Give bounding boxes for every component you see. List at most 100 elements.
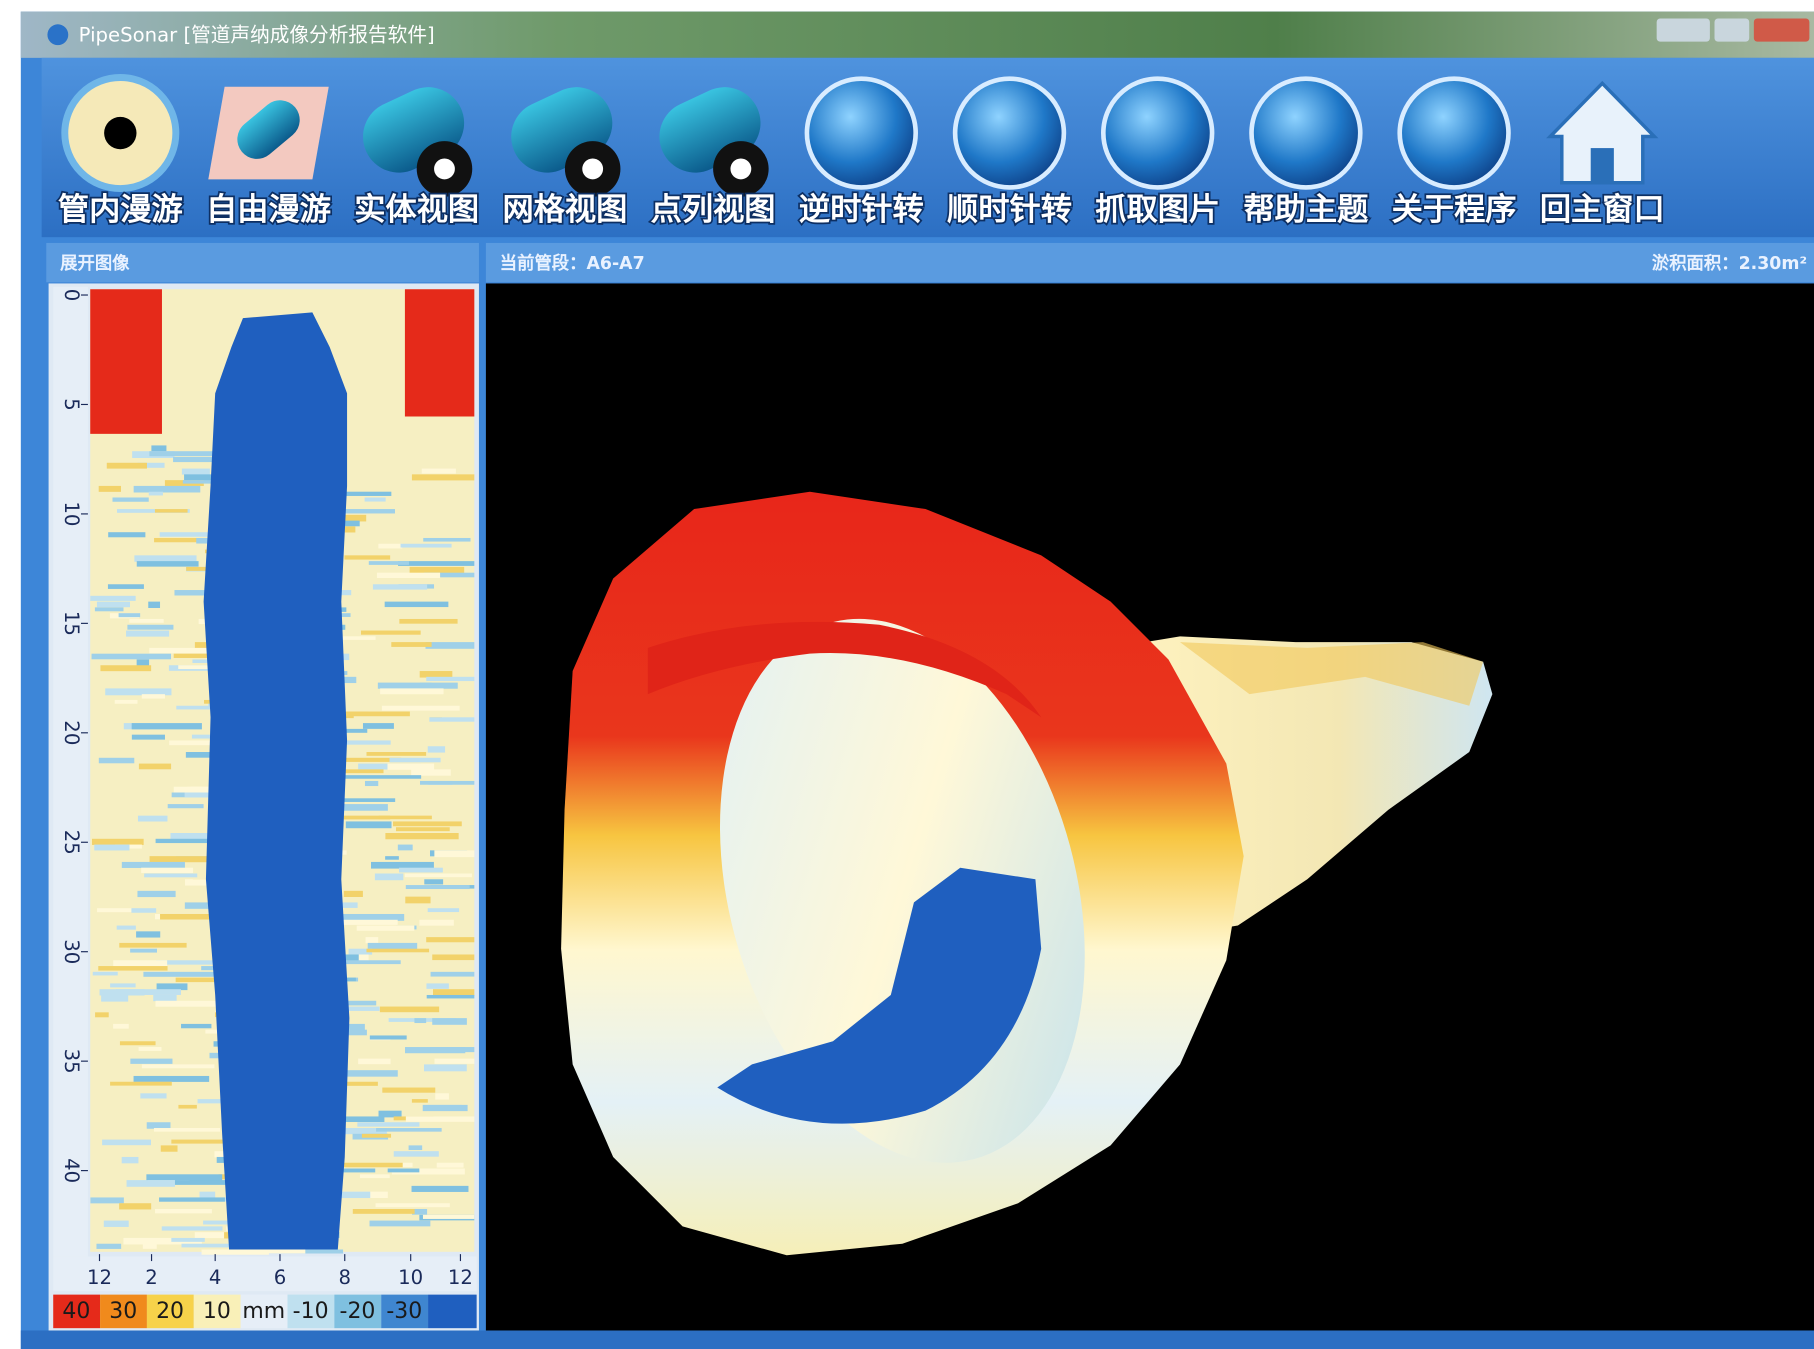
heat-stripe: [325, 757, 402, 762]
heat-stripe: [371, 861, 434, 869]
heat-stripe: [110, 1081, 172, 1086]
heat-stripe: [364, 497, 386, 502]
heat-stripe: [375, 1203, 450, 1208]
heat-stripe: [131, 908, 157, 913]
heat-stripe: [387, 1168, 420, 1173]
heat-stripe: [423, 1064, 467, 1072]
heat-stripe: [423, 537, 471, 542]
toolbar-button[interactable]: 回主窗口: [1538, 80, 1666, 230]
x-ruler-label: 6: [274, 1266, 287, 1289]
toolbar-button[interactable]: 自由漫游: [204, 86, 333, 230]
heat-stripe: [341, 636, 376, 640]
heat-stripe: [138, 1047, 162, 1051]
heat-stripe: [160, 1145, 178, 1152]
heat-stripe: [181, 1023, 212, 1029]
heat-stripe: [424, 879, 444, 885]
heat-stripe: [149, 647, 217, 654]
heat-stripe: [131, 723, 202, 730]
legend-swatch: [100, 1294, 147, 1329]
heat-stripe: [98, 757, 135, 764]
heat-stripe: [149, 451, 230, 457]
heat-stripe: [98, 966, 168, 971]
heat-stripe: [411, 1185, 469, 1192]
heat-stripe: [411, 1099, 428, 1103]
toolbar-label: 网格视图: [502, 192, 627, 228]
window-title: PipeSonar [管道声纳成像分析报告软件]: [79, 23, 435, 46]
icon-eye-pupil: [730, 158, 752, 180]
toolbar-button[interactable]: 实体视图: [351, 75, 481, 230]
toolbar-button[interactable]: 网格视图: [499, 75, 629, 230]
heat-stripe: [119, 1041, 156, 1046]
heat-stripe: [98, 485, 121, 492]
toolbar-buttons: 管内漫游 自由漫游 实体视图 网格视图 点列视图 逆时针转 顺时针转 抓取图片 帮助主题 关于程序…: [56, 74, 1666, 230]
toolbar-button[interactable]: 顺时针转: [945, 76, 1074, 230]
heat-stripe: [191, 734, 213, 739]
maximize-button[interactable]: [1714, 18, 1750, 42]
legend-swatch: [53, 1294, 101, 1329]
heat-stripe: [427, 746, 446, 753]
heat-stripe: [118, 613, 141, 618]
heat-stripe: [156, 983, 188, 991]
heat-stripe: [426, 983, 449, 989]
heat-stripe: [344, 728, 368, 733]
legend-label: mm: [242, 1299, 285, 1324]
heat-stripe: [101, 994, 129, 1002]
heat-stripe: [385, 833, 459, 840]
heat-stripe: [155, 1000, 232, 1007]
toolbar-button[interactable]: 逆时针转: [797, 76, 925, 230]
y-ruler-label: 15: [60, 611, 83, 636]
toolbar-button[interactable]: 点列视图: [648, 75, 777, 230]
toolbar-button[interactable]: 关于程序: [1390, 76, 1518, 230]
heat-stripe: [137, 890, 176, 898]
heat-stripe: [404, 873, 472, 878]
heat-stripe: [429, 717, 475, 722]
heat-stripe: [130, 948, 157, 953]
heat-stripe: [422, 1104, 468, 1112]
heat-stripe: [366, 752, 427, 756]
heat-stripe: [369, 1035, 407, 1040]
heat-stripe: [432, 1018, 467, 1025]
heat-stripe: [364, 780, 379, 787]
y-ruler-label: 30: [60, 939, 83, 964]
heat-stripe: [140, 1093, 167, 1099]
heat-stripe: [319, 491, 392, 496]
heat-stripe: [130, 1058, 173, 1064]
heat-stripe: [372, 584, 428, 590]
heat-stripe: [343, 1000, 377, 1006]
heat-stripe: [352, 1209, 415, 1214]
heat-stripe: [387, 763, 435, 770]
heat-stripe: [378, 1110, 402, 1118]
heat-stripe: [142, 1243, 157, 1249]
heat-stripe: [173, 456, 247, 463]
heat-stripe: [331, 1070, 398, 1077]
heat-stripe: [143, 971, 216, 977]
heat-stripe: [436, 1162, 464, 1168]
toolbar-button[interactable]: 帮助主题: [1242, 76, 1371, 230]
toolbar-button[interactable]: 管内漫游: [56, 74, 184, 230]
heat-stripe: [419, 671, 453, 678]
minimize-button[interactable]: [1656, 18, 1710, 42]
close-button[interactable]: [1753, 18, 1810, 42]
heat-stripe: [108, 532, 146, 538]
icon: [1546, 80, 1659, 185]
heat-stripe: [374, 873, 404, 881]
heat-stripe: [199, 1191, 216, 1198]
toolbar-button[interactable]: 抓取图片: [1094, 76, 1222, 230]
heat-stripe: [367, 942, 418, 950]
heat-sediment: [203, 312, 350, 1250]
heat-stripe: [344, 555, 391, 560]
heat-stripe: [121, 1156, 139, 1164]
heat-stripe: [376, 1128, 442, 1132]
x-ruler-labels: 12 2 4 6 8 10 12: [87, 1254, 473, 1289]
heat-stripe: [332, 1116, 385, 1123]
heat-stripe: [336, 798, 396, 802]
heat-stripe: [315, 1191, 371, 1199]
heat-stripe: [149, 856, 215, 863]
heat-stripe: [155, 1209, 212, 1214]
heat-stripe: [100, 665, 152, 672]
heat-stripe: [159, 1197, 225, 1202]
heat-stripe: [133, 485, 201, 493]
status-label: 淤积面积：2.30m²: [1652, 253, 1807, 274]
toolbar-label: 逆时针转: [799, 192, 924, 228]
icon-eye-pupil: [434, 158, 455, 180]
